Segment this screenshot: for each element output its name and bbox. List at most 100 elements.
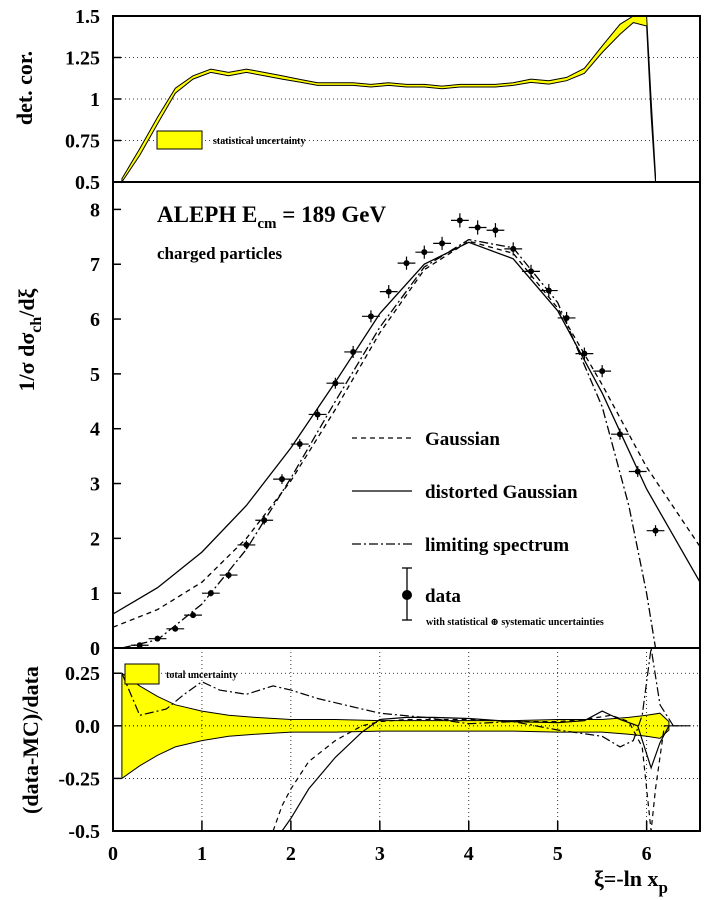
- data-point-marker: [492, 227, 499, 234]
- data-point-marker: [225, 572, 232, 579]
- data-point-marker: [474, 224, 481, 231]
- data-point-marker: [581, 350, 588, 357]
- data-point-marker: [634, 468, 641, 475]
- data-point: [148, 635, 167, 642]
- x-tick-label: 5: [553, 843, 563, 865]
- data-point-marker: [172, 625, 179, 632]
- data-point-marker: [528, 268, 535, 275]
- data-point-marker: [136, 642, 143, 649]
- data-point-marker: [545, 287, 552, 294]
- legend-data-label: data: [425, 586, 461, 607]
- data-point-marker: [243, 541, 250, 548]
- residual-band: [121, 672, 670, 780]
- det-cor-y-tick-label: 1.25: [65, 48, 100, 70]
- legend-data-note: with statistical ⊕ systematic uncertaint…: [426, 617, 604, 628]
- data-point-marker: [599, 368, 606, 375]
- spectrum-y-ticks: 0 1 2 3 4 5 6 7 8: [90, 199, 121, 660]
- data-point: [611, 428, 629, 440]
- x-tick-label: 0: [108, 843, 118, 865]
- y-title-suffix: /dξ: [14, 288, 39, 317]
- x-title-main: ξ=-ln x: [594, 866, 659, 891]
- data-point: [415, 245, 434, 259]
- det-cor-y-axis-title: det. cor.: [12, 51, 37, 125]
- spectrum-y-tick-label: 2: [90, 528, 100, 550]
- x-tick-label: 2: [286, 843, 296, 865]
- legend-distorted-label: distorted Gaussian: [425, 482, 578, 503]
- chart-title: ALEPH Ecm = 189 GeV: [157, 202, 386, 232]
- residual-legend-swatch: [124, 663, 160, 685]
- legend-data-marker: [402, 590, 412, 600]
- spectrum-y-tick-label: 3: [90, 474, 100, 496]
- data-point: [486, 223, 505, 238]
- data-point-marker: [350, 348, 357, 355]
- chart-title-main: ALEPH E: [157, 202, 257, 227]
- series-solid-curve: [112, 241, 701, 615]
- spectrum-y-tick-label: 7: [90, 254, 100, 276]
- data-point: [593, 365, 612, 378]
- det-cor-legend-label: statistical uncertainty: [213, 136, 306, 147]
- data-point: [201, 589, 220, 597]
- data-point-marker: [261, 517, 268, 524]
- det-cor-y-tick-label: 0.5: [75, 172, 100, 194]
- det-cor-y-tick-label: 1.5: [75, 6, 100, 28]
- spectrum-y-tick-label: 8: [90, 199, 100, 221]
- data-point: [255, 515, 274, 525]
- data-point-marker: [456, 217, 463, 224]
- residual-ticks: -0.5 -0.25 0.0 0.25 0 1 2 3 4 5 6: [58, 663, 651, 865]
- data-point: [539, 283, 558, 298]
- data-point: [308, 408, 327, 420]
- data-point: [290, 439, 309, 449]
- spectrum-curves: [112, 238, 701, 649]
- residual-y-tick-label: 0.0: [75, 716, 100, 738]
- data-point: [575, 347, 594, 360]
- spectrum-y-tick-label: 6: [90, 309, 100, 331]
- data-point: [166, 625, 185, 632]
- residual-panel: -0.5 -0.25 0.0 0.25 0 1 2 3 4 5 6 total uncertaint…: [18, 647, 700, 897]
- residual-y-tick-label: -0.25: [58, 768, 100, 790]
- det-cor-y-tick-label: 1: [90, 89, 100, 111]
- data-point: [130, 642, 149, 649]
- data-point-marker: [278, 476, 285, 483]
- series-dashed-curve: [112, 240, 701, 628]
- data-point-marker: [314, 411, 321, 418]
- data-point: [237, 540, 256, 550]
- chart-subtitle: charged particles: [157, 244, 282, 263]
- residual-y-tick-label: -0.5: [68, 821, 100, 843]
- data-point-marker: [190, 612, 197, 619]
- x-tick-label: 1: [197, 843, 207, 865]
- data-point-marker: [207, 590, 214, 597]
- data-point-marker: [385, 288, 392, 295]
- x-tick-label: 3: [375, 843, 385, 865]
- data-point-marker: [403, 260, 410, 267]
- spectrum-y-tick-label: 4: [90, 419, 100, 441]
- data-point: [397, 256, 416, 270]
- residual-frame: [112, 647, 701, 832]
- residual-curves: [121, 647, 692, 832]
- data-point: [646, 525, 665, 537]
- spectrum-y-tick-label: 5: [90, 364, 100, 386]
- data-point-marker: [421, 249, 428, 256]
- data-point: [557, 311, 576, 324]
- x-tick-label: 6: [642, 843, 652, 865]
- residual-grid: [113, 648, 700, 831]
- det-cor-legend-swatch: [156, 130, 203, 150]
- data-point-marker: [563, 314, 570, 321]
- residual-solid-curve: [281, 710, 683, 832]
- data-point: [522, 264, 540, 278]
- x-axis-title: ξ=-ln xp: [594, 866, 668, 897]
- residual-uncertainty-band: [121, 672, 670, 780]
- data-point: [628, 465, 647, 477]
- data-point-marker: [296, 441, 303, 448]
- data-point: [219, 571, 238, 579]
- x-tick-label: 4: [464, 843, 474, 865]
- y-title-main: 1/σ dσ: [14, 333, 39, 392]
- data-point: [504, 242, 523, 256]
- data-point: [362, 310, 380, 323]
- data-point-marker: [439, 240, 446, 247]
- data-point: [468, 220, 487, 235]
- legend-limiting-label: limiting spectrum: [425, 535, 569, 556]
- y-title-sub: ch: [28, 317, 45, 333]
- residual-dashdot-curve: [121, 647, 692, 748]
